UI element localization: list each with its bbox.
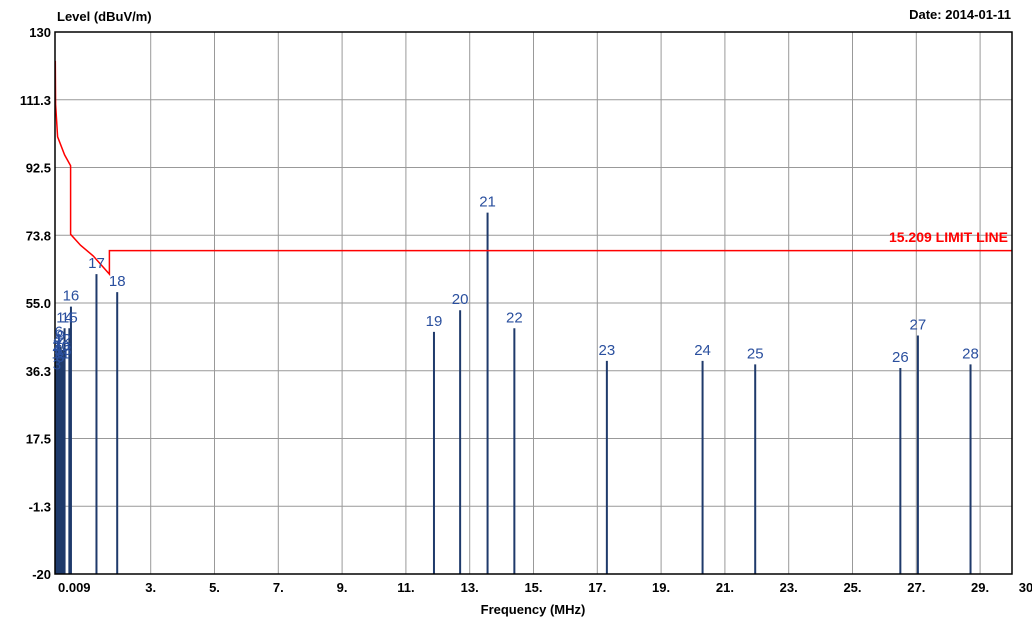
x-tick-label: 30 [1019,580,1032,595]
marker-label-26: 26 [892,349,909,366]
x-tick-labels: 0.009 3. 5. 7. 9. 11. 13. 15. 17. 19. 21. 23. 25. 27.… [58,580,1032,595]
y-tick-label: 36.3 [26,364,51,379]
marker-label-6: 6 [55,324,63,341]
marker-label-9: 9 [57,327,65,344]
x-tick-label: 5. [209,580,220,595]
marker-label-15: 15 [61,309,78,326]
x-tick-label: 27. [907,580,925,595]
date-label: Date: 2014-01-11 [909,7,1011,22]
y-tick-label: -1.3 [29,499,51,514]
marker-label-27: 27 [910,317,927,334]
marker-label-25: 25 [747,345,764,362]
marker-label-5: 5 [54,342,62,359]
x-tick-label: 7. [273,580,284,595]
marker-label-16: 16 [63,288,80,305]
marker-label-1: 1 [51,345,59,362]
marker-label-17: 17 [88,255,105,272]
marker-label-2: 2 [52,338,60,355]
marker-label-10: 10 [53,338,70,355]
marker-label-11: 11 [54,345,70,362]
x-axis-label: Frequency (MHz) [481,602,586,617]
x-tick-label: 9. [337,580,348,595]
marker-label-12: 12 [54,331,71,348]
marker-label-28: 28 [962,345,979,362]
x-tick-label: 17. [588,580,606,595]
x-tick-label: 13. [461,580,479,595]
x-tick-label: 15. [524,580,542,595]
marker-label-23: 23 [599,342,616,359]
marker-label-20: 20 [452,291,469,308]
y-tick-label: 73.8 [26,228,51,243]
y-tick-label: 17.5 [26,432,51,447]
marker-label-22: 22 [506,309,523,326]
y-tick-label: 55.0 [26,296,51,311]
marker-label-8: 8 [56,349,64,366]
y-axis-label: Level (dBuV/m) [57,9,152,24]
marker-label-21: 21 [479,194,496,211]
limit-line [54,60,1012,277]
y-tick-label: 92.5 [26,161,51,176]
y-tick-label: -20 [32,567,51,582]
x-tick-label: 0.009 [58,580,91,595]
marker-label-7: 7 [55,335,63,352]
marker-label-24: 24 [694,342,711,359]
x-tick-label: 3. [145,580,156,595]
marker-label-13: 13 [55,342,72,359]
grid [55,32,1012,574]
y-tick-labels: 130 111.3 92.5 73.8 55.0 36.3 17.5 -1.3 -20 [20,25,51,582]
x-tick-label: 11. [397,580,414,595]
y-tick-label: 111.3 [20,93,51,108]
marker-label-4: 4 [53,331,61,348]
x-tick-label: 23. [780,580,798,595]
y-tick-label: 130 [29,25,51,40]
marker-label-19: 19 [426,313,443,330]
marker-label-18: 18 [109,273,126,290]
plot-frame [54,31,1013,575]
x-tick-label: 21. [716,580,734,595]
x-tick-label: 25. [843,580,861,595]
limit-line-label: 15.209 LIMIT LINE [889,229,1008,245]
marker-label-14: 14 [56,309,73,326]
marker-label-3: 3 [53,356,61,373]
x-tick-label: 19. [652,580,670,595]
x-tick-label: 29. [971,580,989,595]
